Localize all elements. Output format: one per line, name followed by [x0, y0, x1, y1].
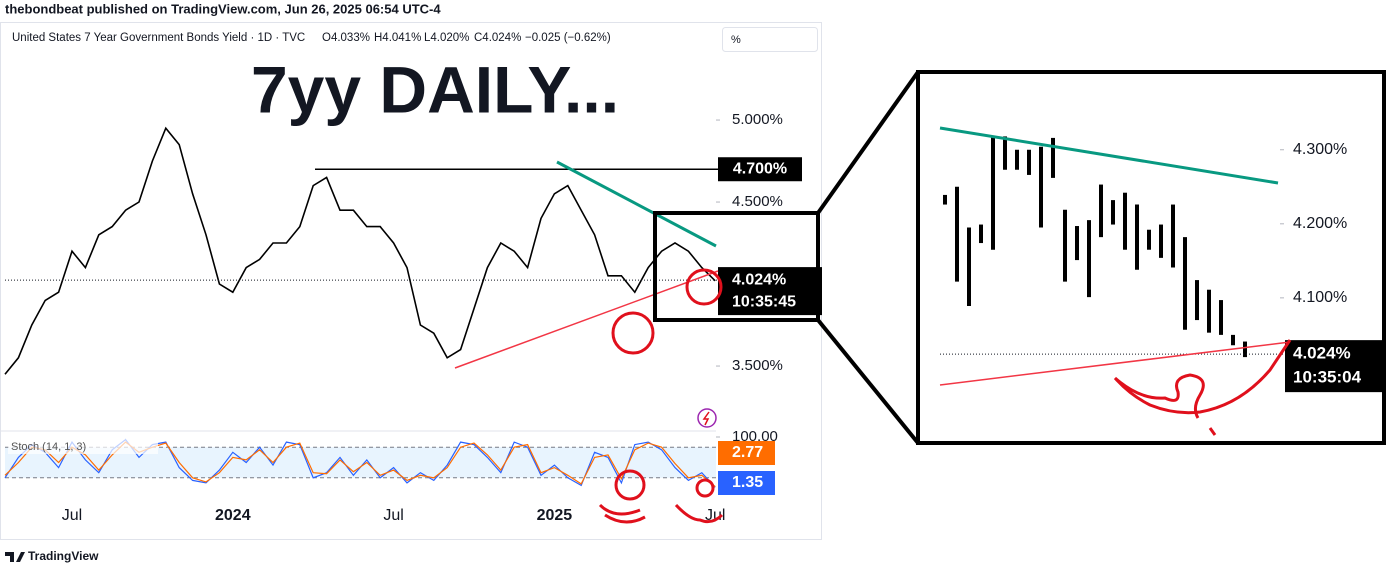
- annotation: 7yy DAILY...: [251, 52, 619, 126]
- scribble: [598, 503, 646, 524]
- stoch-title-bg: [8, 439, 158, 454]
- y-tick-label: 100.00: [732, 428, 778, 445]
- symbol-title: United States 7 Year Government Bonds Yi…: [12, 32, 305, 44]
- trend-line: [939, 126, 1279, 185]
- price-line: [4, 126, 716, 375]
- ohlc-low: L4.020%: [424, 32, 469, 44]
- y-tick-label: 4.500%: [732, 193, 783, 210]
- scribble: [674, 503, 724, 524]
- published-line: thebondbeat published on TradingView.com…: [5, 1, 441, 16]
- inset-pane: 4.300% 4.200% 4.100% 4.024% 10:35:04: [940, 136, 1382, 393]
- hline-label-box: [718, 157, 802, 182]
- alert-icon[interactable]: [697, 408, 717, 428]
- highlight-circle: [695, 478, 715, 498]
- zoom-connector: [816, 318, 920, 445]
- trend-line: [454, 270, 719, 369]
- stoch-value-label: 2.77: [732, 444, 763, 461]
- highlight-circle: [611, 311, 655, 355]
- highlight-circle: [614, 469, 646, 501]
- last-price-box: [1285, 340, 1382, 393]
- last-price-label: 4.024%: [732, 271, 786, 288]
- highlight-circle: [685, 268, 723, 306]
- y-tick-label: 5.000%: [732, 111, 783, 128]
- logo: [5, 552, 25, 562]
- countdown-label: 10:35:45: [732, 293, 796, 310]
- ohlc-high: H4.041%: [374, 32, 421, 44]
- chart-legend: United States 7 Year Government Bonds Yi…: [12, 32, 611, 44]
- stoch-value-box: [718, 471, 775, 495]
- unit-button[interactable]: [722, 27, 818, 52]
- scribble: [1113, 339, 1292, 436]
- y-tick-label: 4.300%: [1293, 141, 1347, 158]
- stoch-value-label: 1.35: [732, 474, 763, 491]
- y-tick-label: 4.100%: [1293, 289, 1347, 306]
- alert-icon: [702, 411, 710, 426]
- footer-brand: TradingView: [28, 549, 99, 563]
- ohlc-change: −0.025 (−0.62%): [525, 32, 611, 44]
- unit-button-label[interactable]: %: [731, 34, 741, 46]
- last-price-label: 4.024%: [1293, 344, 1351, 363]
- hline-label: 4.700%: [733, 160, 787, 177]
- stoch-pane: 100.00 Stoch (14, 1, 3) 1.35 2.77: [4, 428, 778, 495]
- x-tick-label: 2024: [215, 507, 251, 524]
- countdown-label: 10:35:04: [1293, 368, 1362, 387]
- stoch-title: Stoch (14, 1, 3): [11, 441, 86, 453]
- main-pane: 5.000%4.500%3.500%Jul 2024 Jul 2025 Jul4.700…: [4, 111, 822, 524]
- x-tick-label: 2025: [537, 507, 573, 524]
- stoch-value-box: [718, 441, 775, 465]
- x-tick-label: Jul: [62, 507, 82, 524]
- x-tick-label: Jul: [383, 507, 403, 524]
- y-tick-label: 3.500%: [732, 357, 783, 374]
- y-tick-label: 4.200%: [1293, 215, 1347, 232]
- zoom-box: [653, 211, 820, 322]
- trend-line: [939, 341, 1291, 386]
- ohlc-open: O4.033%: [322, 32, 370, 44]
- zoom-connector: [816, 70, 920, 215]
- ohlc-close: C4.024%: [474, 32, 521, 44]
- last-price-box: [718, 267, 822, 316]
- trend-line: [556, 160, 717, 248]
